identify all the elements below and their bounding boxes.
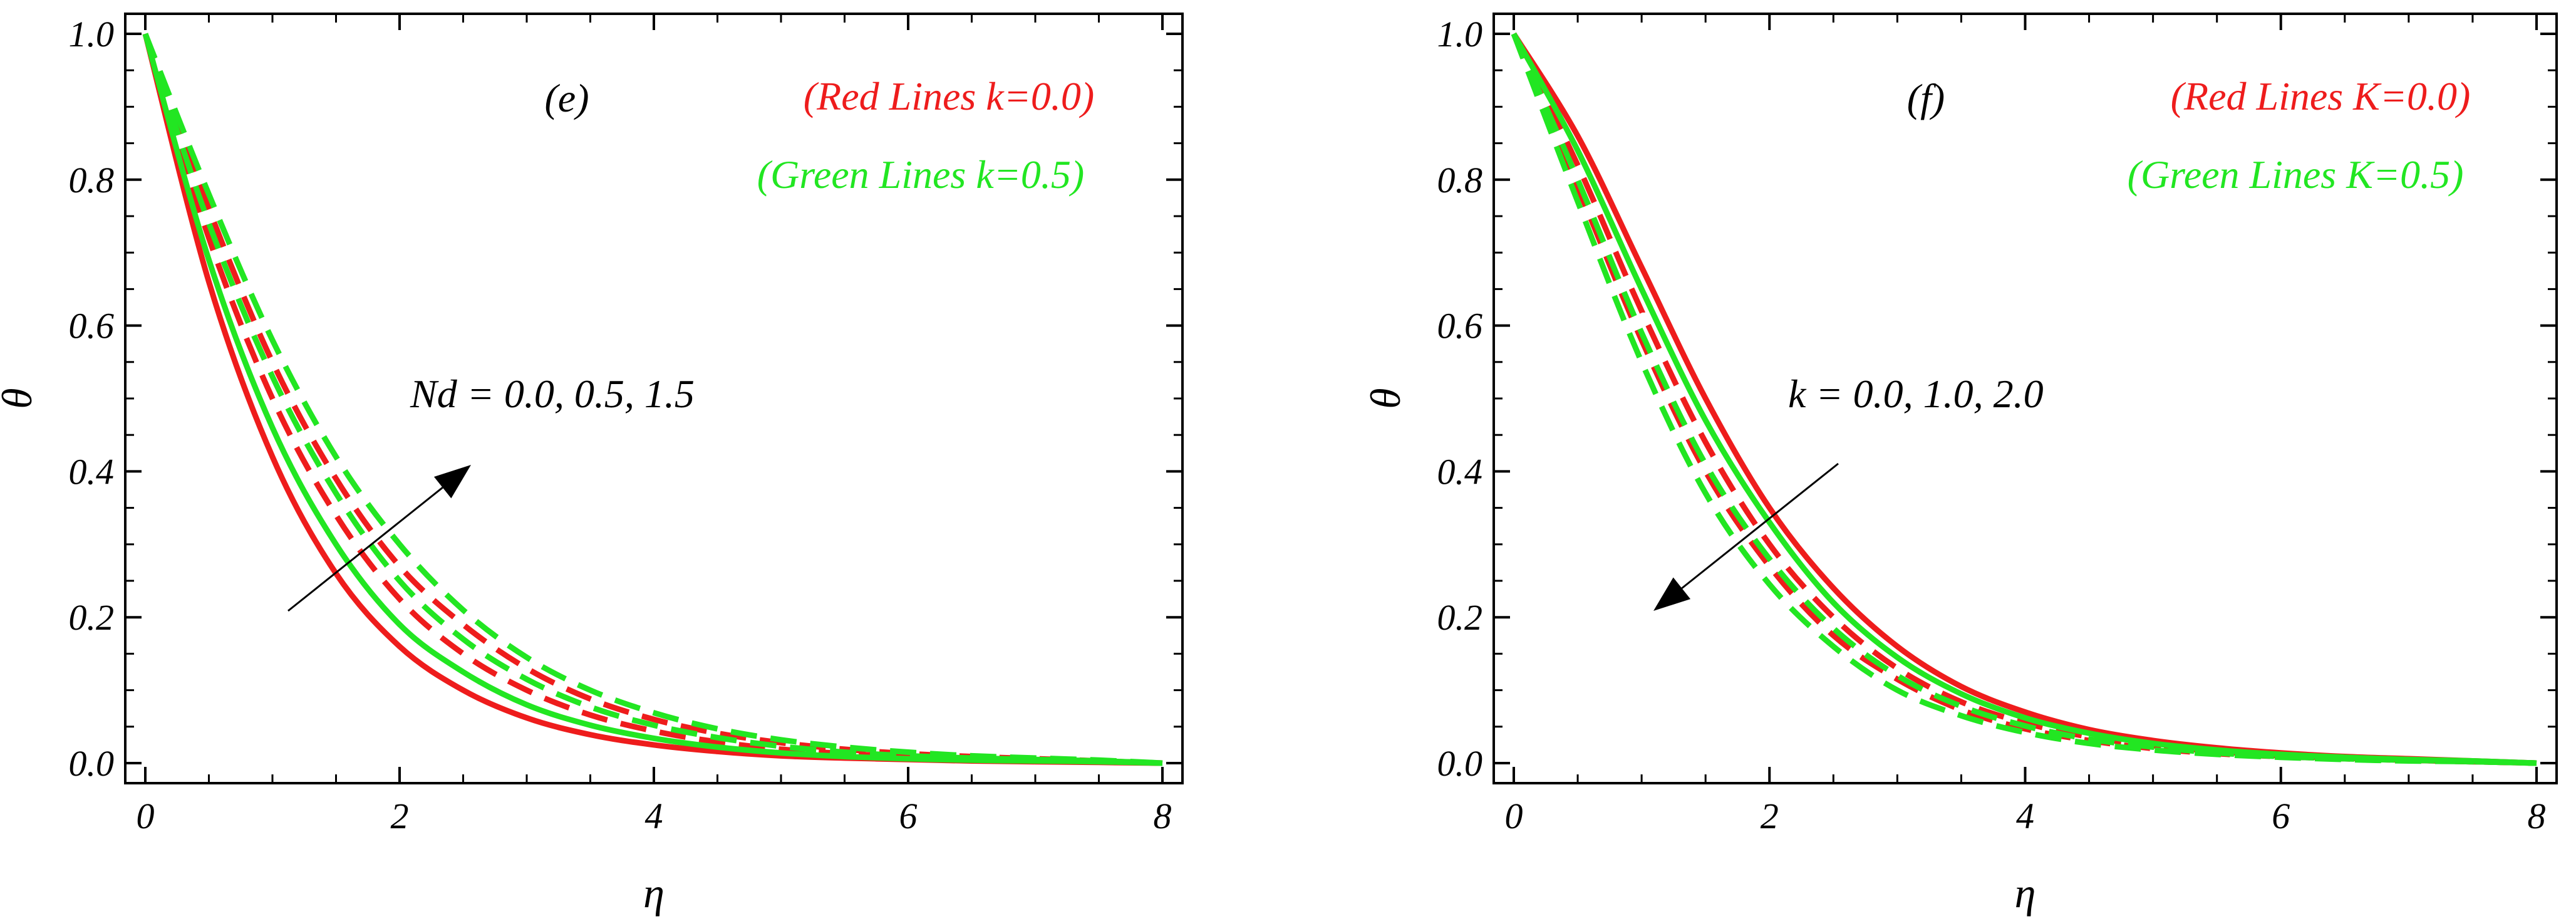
legend-green-lines: (Green Lines k=0.5) (757, 152, 1084, 197)
annotation-arrow-shaft (287, 487, 443, 612)
series-line-green-dashed (1511, 33, 2537, 766)
chart-panel-f: 0 2 4 6 8 0.0 0.2 0.4 0.6 0.8 1.0 η θ (f) (Red Lines K… (1362, 13, 2558, 917)
x-tick-label: 0 (1505, 796, 1523, 836)
chart-panel-e: 0 2 4 6 8 0.0 0.2 0.4 0.6 0.8 1.0 η θ (e) (Red Lines k… (0, 13, 1184, 917)
panel-label: (e) (544, 76, 589, 120)
panel-label: (f) (1907, 76, 1945, 120)
series-line-green-dashed (1511, 33, 2537, 766)
y-tick-label: 0.4 (69, 451, 115, 492)
y-tick-label: 0.4 (1437, 451, 1483, 492)
x-tick-label: 2 (391, 796, 409, 836)
parameter-annotation: Nd = 0.0, 0.5, 1.5 (410, 372, 695, 416)
y-tick-label: 0.0 (69, 743, 115, 784)
y-tick-label: 1.0 (1437, 14, 1483, 55)
x-tick-label: 0 (137, 796, 155, 836)
x-tick-label: 8 (2528, 796, 2546, 836)
x-tick-label: 4 (2016, 796, 2034, 836)
series-line-green-dashed (142, 33, 1163, 766)
y-tick-label: 0.8 (1437, 160, 1483, 200)
x-tick-label: 8 (1154, 796, 1172, 836)
y-tick-label: 0.6 (1437, 306, 1483, 346)
x-tick-label: 4 (645, 796, 663, 836)
x-tick-label: 2 (1761, 796, 1779, 836)
y-tick-label: 0.0 (1437, 743, 1483, 784)
y-axis-title: θ (0, 388, 41, 408)
y-tick-label: 0.6 (69, 306, 115, 346)
annotation-arrow-head-icon (1653, 577, 1691, 611)
y-tick-label: 0.2 (1437, 597, 1483, 638)
parameter-annotation: k = 0.0, 1.0, 2.0 (1788, 372, 2044, 416)
annotation-arrow-head-icon (433, 465, 471, 499)
x-tick-label: 6 (899, 796, 918, 836)
y-tick-label: 0.2 (69, 597, 115, 638)
legend-green-lines: (Green Lines K=0.5) (2128, 152, 2464, 197)
x-axis-title: η (643, 869, 665, 917)
annotation-arrow-shaft (1681, 462, 1839, 590)
x-axis-title: η (2015, 869, 2036, 917)
y-axis-title: θ (1362, 388, 1409, 408)
y-tick-label: 1.0 (69, 14, 115, 55)
x-tick-label: 6 (2272, 796, 2290, 836)
y-tick-label: 0.8 (69, 160, 115, 200)
series-line-red-dashed (142, 33, 1163, 766)
legend-red-lines: (Red Lines k=0.0) (804, 74, 1094, 118)
legend-red-lines: (Red Lines K=0.0) (2171, 74, 2471, 118)
